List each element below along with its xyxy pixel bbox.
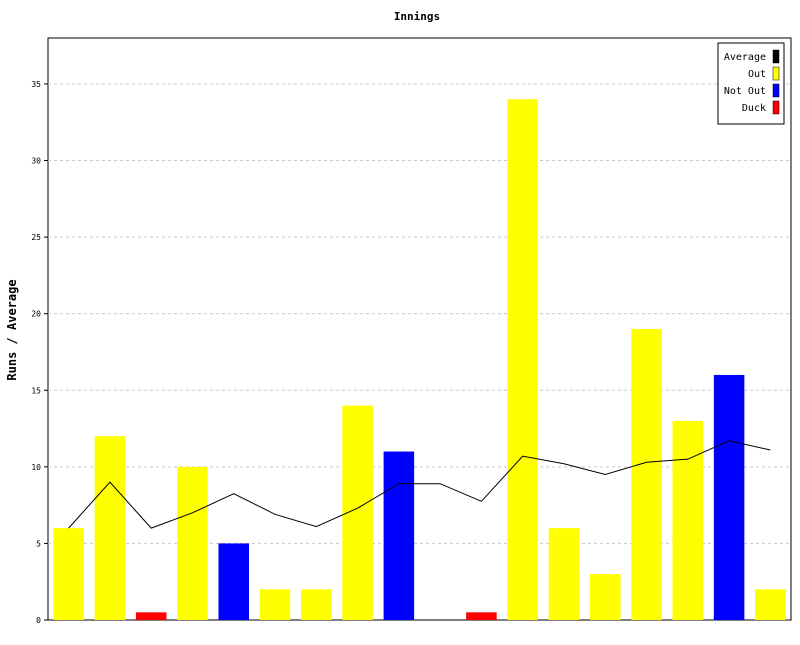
bar-17-not-out [713,374,745,620]
bar-13-out [548,528,580,620]
legend-swatch [772,49,780,64]
legend-swatch [772,66,780,81]
plot-area [47,37,792,621]
y-tick-label: 5 [36,539,41,548]
y-tick-label: 0 [36,616,41,625]
y-tick-label: 15 [31,386,41,395]
legend-swatch [772,83,780,98]
legend-label: Duck [742,103,766,114]
y-tick-label: 20 [31,310,41,319]
bar-9-not-out [383,451,415,620]
y-axis-ticks: 0 5 10 15 20 25 30 35 [31,80,48,625]
legend-label: Out [748,69,766,80]
legend-label: Not Out [724,86,766,97]
y-tick-label: 10 [31,463,41,472]
bar-1-out [53,528,84,620]
bar-5-not-out [218,543,250,620]
bar-4-out [177,466,208,620]
legend: Average Out Not Out Duck [717,42,785,125]
y-tick-label: 30 [31,157,41,166]
bar-12-out [507,99,538,620]
chart-title: Innings [394,10,440,23]
average-line [68,440,771,529]
legend-label: Average [724,52,766,63]
bar-6-out [259,589,291,620]
y-axis-label: Runs / Average [5,279,19,380]
bar-11-duck [466,612,497,620]
bar-18-out [755,589,786,620]
bar-2-out [94,436,126,620]
bar-16-out [672,420,704,620]
average-line-group [68,440,771,529]
bar-3-duck [135,612,167,620]
y-tick-label: 25 [31,233,41,242]
bar-15-out [631,329,662,620]
bar-7-out [301,589,332,620]
legend-swatch [772,100,780,115]
bars [53,99,786,620]
grid-lines [48,83,791,544]
y-tick-label: 35 [31,80,41,89]
bar-14-out [589,574,621,620]
